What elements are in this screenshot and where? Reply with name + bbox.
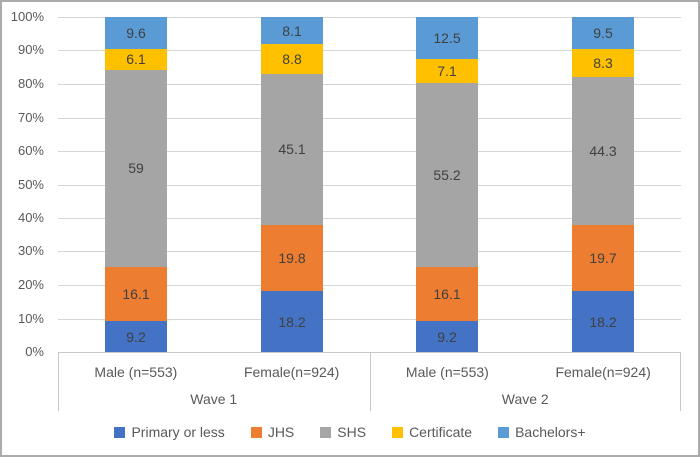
gridline-80 xyxy=(58,84,681,85)
data-label: 8.8 xyxy=(282,50,302,67)
data-label: 45.1 xyxy=(278,141,306,158)
y-tick-label-100: 100% xyxy=(10,9,44,24)
legend-swatch-icon xyxy=(250,426,262,438)
data-label: 44.3 xyxy=(589,142,617,159)
segment-certificate: 8.8 xyxy=(261,44,323,74)
gridline-60 xyxy=(58,151,681,152)
legend-label: Certificate xyxy=(409,424,473,440)
segment-shs: 44.3 xyxy=(572,76,634,226)
category-divider-1 xyxy=(370,353,371,411)
segment-primary-or-less: 9.2 xyxy=(416,321,478,352)
segment-shs: 45.1 xyxy=(261,73,323,225)
y-tick-label-20: 20% xyxy=(17,277,44,292)
legend-label: Primary or less xyxy=(131,424,225,440)
data-label: 59 xyxy=(128,160,144,177)
gridline-90 xyxy=(58,50,681,51)
bar-2: 18.2 19.8 45.1 8.8 8.1 xyxy=(261,17,323,352)
legend-item-primary-or-less: Primary or less xyxy=(114,424,225,440)
legend-item-jhs: JHS xyxy=(250,424,295,440)
segment-bachelors-: 12.5 xyxy=(416,16,478,59)
segment-bachelors-: 9.6 xyxy=(105,17,167,50)
data-label: 7.1 xyxy=(437,62,457,79)
bar-1: 9.2 16.1 59 6.1 9.6 xyxy=(105,17,167,352)
category-axis: Male (n=553) Female(n=924) Wave 1 Male (n=5… xyxy=(58,353,681,411)
group-label-wave-2: Wave 2 xyxy=(501,391,549,407)
gridline-70 xyxy=(58,118,681,119)
gridline-0 xyxy=(58,352,681,353)
legend: Primary or less JHS SHS Certificate Bachelor… xyxy=(2,423,698,441)
gridline-10 xyxy=(58,319,681,320)
category-label: Male (n=553) xyxy=(94,364,178,380)
segment-certificate: 7.1 xyxy=(416,58,478,83)
category-label: Female(n=924) xyxy=(555,364,651,380)
legend-item-bachelors-: Bachelors+ xyxy=(498,424,586,440)
legend-label: Bachelors+ xyxy=(515,424,586,440)
gridline-30 xyxy=(58,251,681,252)
data-label: 9.6 xyxy=(126,25,146,42)
data-label: 9.5 xyxy=(593,24,613,41)
segment-bachelors-: 8.1 xyxy=(261,17,323,45)
legend-swatch-icon xyxy=(392,426,404,438)
segment-shs: 55.2 xyxy=(416,82,478,268)
y-tick-label-60: 60% xyxy=(17,143,44,158)
y-tick-label-30: 30% xyxy=(17,243,44,258)
legend-swatch-icon xyxy=(114,426,126,438)
y-tick-label-80: 80% xyxy=(17,76,44,91)
category-label: Male (n=553) xyxy=(405,364,489,380)
data-label: 16.1 xyxy=(122,286,150,303)
data-label: 9.2 xyxy=(126,328,146,345)
y-tick-label-40: 40% xyxy=(17,210,44,225)
bar-3: 9.2 16.1 55.2 7.1 12.5 xyxy=(416,16,478,352)
legend-item-shs: SHS xyxy=(320,424,366,440)
segment-jhs: 16.1 xyxy=(105,267,167,322)
legend-label: JHS xyxy=(267,424,295,440)
data-label: 8.3 xyxy=(593,54,613,71)
group-label-wave-1: Wave 1 xyxy=(190,391,238,407)
segment-primary-or-less: 9.2 xyxy=(105,321,167,352)
segment-bachelors-: 9.5 xyxy=(572,17,634,49)
plot-area: 9.2 16.1 59 6.1 9.6 18.2 19.8 45.1 8.8 8.1 9.2 16.1… xyxy=(58,16,681,353)
data-label: 18.2 xyxy=(278,313,306,330)
gridline-100 xyxy=(58,17,681,18)
gridline-40 xyxy=(58,218,681,219)
data-label: 9.2 xyxy=(437,328,457,345)
legend-swatch-icon xyxy=(498,426,510,438)
segment-certificate: 8.3 xyxy=(572,48,634,77)
data-label: 16.1 xyxy=(433,286,461,303)
data-label: 8.1 xyxy=(282,22,302,39)
category-divider-2 xyxy=(680,353,681,411)
y-tick-label-50: 50% xyxy=(17,177,44,192)
data-label: 12.5 xyxy=(433,29,461,46)
legend-item-certificate: Certificate xyxy=(392,424,472,440)
category-label: Female(n=924) xyxy=(243,364,340,380)
legend-label: SHS xyxy=(337,424,367,440)
data-label: 6.1 xyxy=(126,51,146,68)
segment-jhs: 16.1 xyxy=(416,267,478,322)
data-label: 19.7 xyxy=(589,250,617,267)
segment-jhs: 19.8 xyxy=(261,224,323,292)
legend-swatch-icon xyxy=(320,426,332,438)
gridline-20 xyxy=(58,285,681,286)
data-label: 19.8 xyxy=(278,249,306,266)
segment-certificate: 6.1 xyxy=(105,49,167,70)
y-axis: 0% 10% 20% 30% 40% 50% 60% 70% 80% 90% 100% xyxy=(2,9,50,359)
y-tick-label-90: 90% xyxy=(17,42,44,57)
segment-primary-or-less: 18.2 xyxy=(261,291,323,352)
category-divider-0 xyxy=(58,353,59,411)
segment-shs: 59 xyxy=(105,69,167,268)
segment-jhs: 19.7 xyxy=(572,225,634,292)
y-tick-label-0: 0% xyxy=(25,344,44,359)
segment-primary-or-less: 18.2 xyxy=(572,291,634,352)
bar-4: 18.2 19.7 44.3 8.3 9.5 xyxy=(572,17,634,352)
gridline-50 xyxy=(58,185,681,186)
y-tick-label-70: 70% xyxy=(17,110,44,125)
data-label: 55.2 xyxy=(433,166,461,183)
y-tick-label-10: 10% xyxy=(17,311,44,326)
data-label: 18.2 xyxy=(589,313,617,330)
